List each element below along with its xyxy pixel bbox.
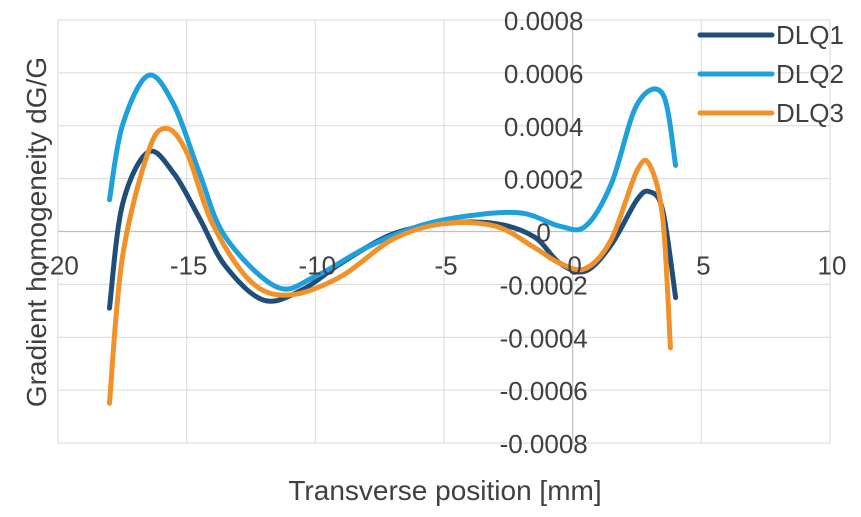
series-lines bbox=[106, 72, 679, 406]
y-tick-label: 0.0004 bbox=[504, 112, 584, 142]
y-axis-title: Gradient homogeneity dG/G bbox=[21, 57, 52, 407]
series-line-dlq3 bbox=[106, 125, 673, 406]
y-tick-label: -0.0006 bbox=[500, 376, 588, 406]
legend-label: DLQ1 bbox=[776, 20, 844, 50]
legend: DLQ1 DLQ2 DLQ3 bbox=[697, 20, 844, 128]
legend-label: DLQ3 bbox=[776, 98, 844, 128]
y-tick-label: 0.0008 bbox=[504, 6, 584, 36]
x-tick-label: -5 bbox=[434, 251, 457, 281]
x-axis-title: Transverse position [mm] bbox=[288, 475, 601, 506]
x-tick-label: 0 bbox=[567, 251, 581, 281]
y-tick-label: 0.0006 bbox=[504, 59, 584, 89]
x-tick-label: -20 bbox=[41, 251, 79, 281]
y-tick-label: 0 bbox=[536, 218, 550, 248]
x-tick-labels: -20 -15 -10 -5 0 5 10 bbox=[41, 251, 846, 281]
x-tick-label: 10 bbox=[818, 251, 847, 281]
y-tick-label: -0.0004 bbox=[500, 323, 588, 353]
y-tick-label: -0.0002 bbox=[500, 270, 588, 300]
y-tick-label: 0.0002 bbox=[504, 165, 584, 195]
x-tick-label: -10 bbox=[299, 251, 337, 281]
x-tick-label: -15 bbox=[170, 251, 208, 281]
y-tick-label: -0.0008 bbox=[500, 429, 588, 459]
legend-label: DLQ2 bbox=[776, 59, 844, 89]
series-line-dlq2 bbox=[106, 72, 679, 292]
x-tick-label: 5 bbox=[696, 251, 710, 281]
y-tick-labels: 0.00080.00060.00040.00020-0.0002-0.0004-… bbox=[500, 6, 588, 459]
